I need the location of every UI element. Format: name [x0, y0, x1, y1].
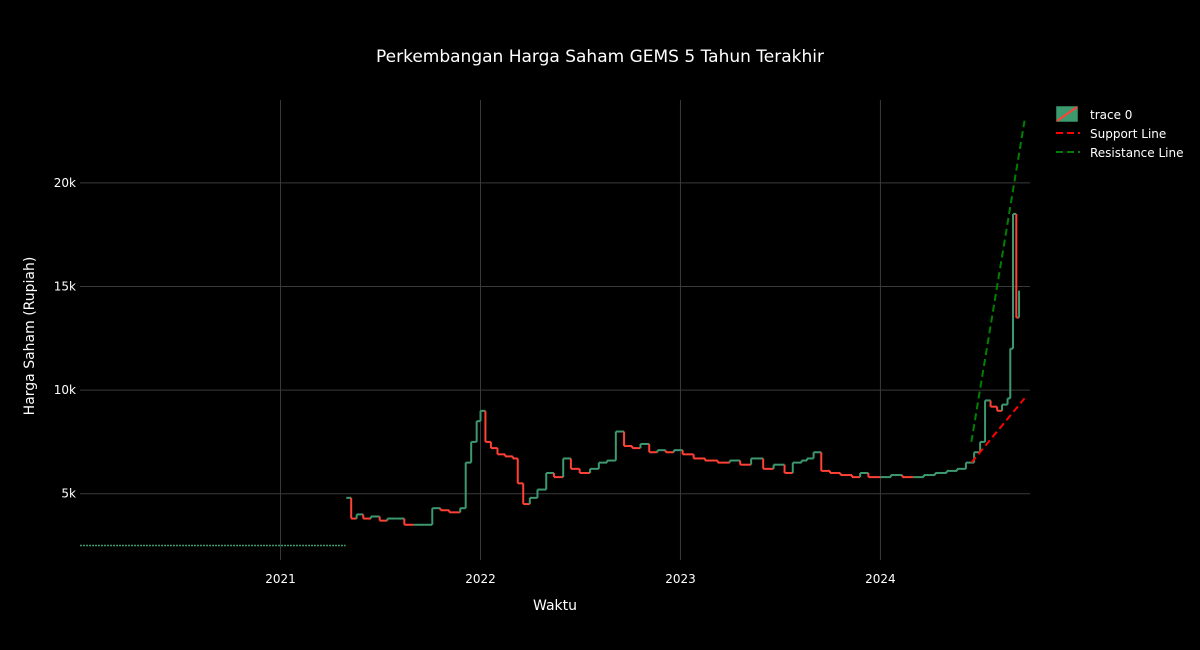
x-tick-label: 2022 [465, 572, 496, 586]
legend-item-trace-0[interactable]: trace 0 [1056, 106, 1132, 122]
y-tick-label: 15k [54, 279, 76, 293]
x-axis-title: Waktu [533, 598, 577, 614]
y-tick-label: 5k [61, 487, 76, 501]
x-tick-label: 2023 [665, 572, 696, 586]
chart-title: Perkembangan Harga Saham GEMS 5 Tahun Te… [376, 47, 824, 67]
x-tick-label: 2024 [865, 572, 896, 586]
y-tick-label: 10k [54, 383, 76, 397]
x-tick-label: 2021 [265, 572, 296, 586]
support-line [970, 397, 1026, 464]
legend-label-support-line: Support Line [1090, 127, 1166, 141]
grid-layer [80, 100, 1030, 560]
legend-item-support-line[interactable]: Support Line [1056, 127, 1166, 141]
data-layer [80, 120, 1026, 547]
legend-swatch-trace-0-decreasing [1056, 106, 1078, 122]
y-axis-title: Harga Saham (Rupiah) [22, 257, 38, 416]
y-tick-label: 20k [54, 176, 76, 190]
legend: trace 0 Support Line Resistance Line [1056, 106, 1184, 160]
tick-layer: 2021 2022 2023 2024 5k 10k 15k 20k [54, 176, 896, 586]
legend-label-trace-0: trace 0 [1090, 108, 1132, 122]
legend-label-resistance-line: Resistance Line [1090, 146, 1184, 160]
legend-item-resistance-line[interactable]: Resistance Line [1056, 146, 1184, 160]
